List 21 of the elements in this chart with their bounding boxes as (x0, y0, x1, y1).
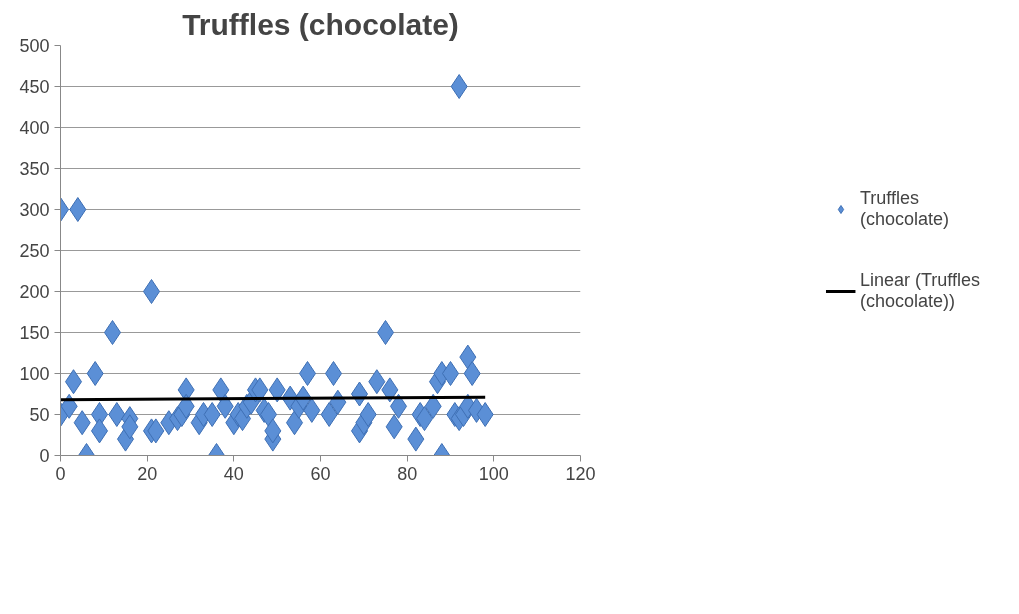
y-tick-label: 300 (19, 200, 50, 220)
y-tick-label: 250 (19, 241, 50, 261)
y-tick-label: 350 (19, 159, 50, 179)
x-tick-label: 60 (310, 463, 331, 484)
y-tick-label: 400 (19, 118, 50, 138)
y-tick-label: 450 (19, 77, 50, 97)
y-tick-label: 100 (19, 364, 50, 384)
legend-label: Linear (Truffles (chocolate)) (859, 270, 981, 312)
x-tick-label: 80 (397, 463, 418, 484)
x-tick-label: 20 (137, 463, 158, 484)
chart-title: Truffles (chocolate) (182, 7, 459, 41)
y-tick-label: 50 (29, 405, 50, 425)
y-tick-label: 0 (39, 446, 50, 466)
x-tick-label: 120 (565, 463, 596, 484)
x-tick-label: 40 (223, 463, 244, 484)
y-tick-label: 500 (19, 36, 50, 56)
legend-label: Truffles (chocolate) (859, 188, 950, 230)
x-tick-label: 0 (55, 463, 66, 484)
y-tick-label: 150 (19, 323, 50, 343)
y-tick-label: 200 (19, 282, 50, 302)
x-tick-label: 100 (478, 463, 509, 484)
